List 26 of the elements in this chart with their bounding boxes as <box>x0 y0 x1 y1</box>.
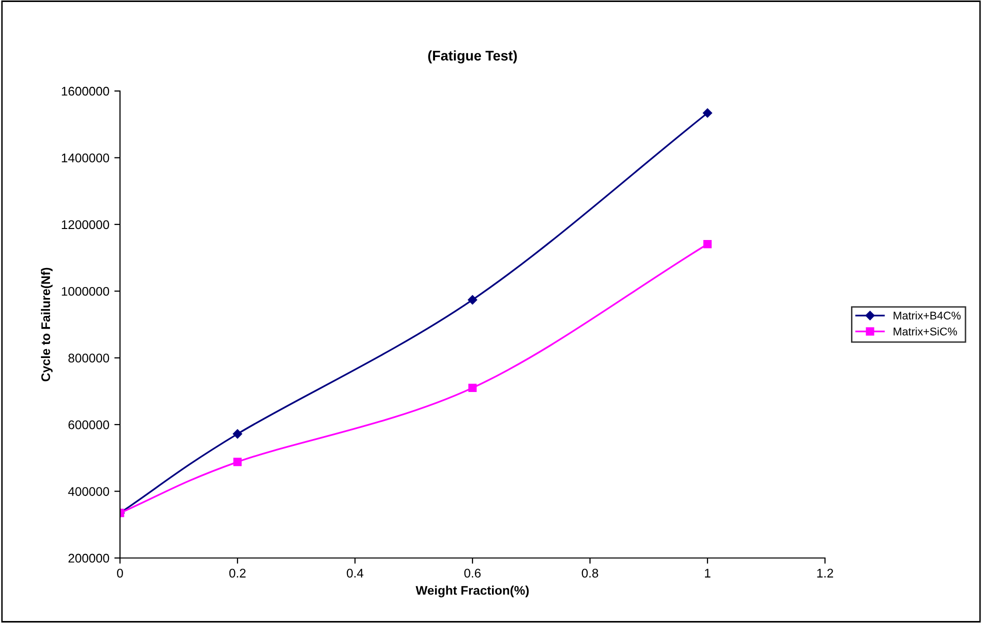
x-tick-label: 1.2 <box>817 568 834 578</box>
point <box>468 295 478 304</box>
y-tick-label: 1600000 <box>62 86 110 96</box>
y-axis-title: Cycle to Failure(Nf) <box>40 268 53 382</box>
x-tick-label: 1 <box>704 568 710 578</box>
legend-label: Matrix+B4C% <box>894 311 961 320</box>
y-tick-label: 1200000 <box>62 220 110 230</box>
x-tick-label: 0 <box>117 568 123 578</box>
point <box>232 429 242 439</box>
y-tick-label: 800000 <box>68 354 110 363</box>
y-tick-label: 400000 <box>68 487 110 496</box>
y-tick-label: 600000 <box>68 420 110 430</box>
y-tick-label: 1000000 <box>62 286 110 296</box>
x-tick-label: 0.4 <box>346 568 364 578</box>
point <box>703 240 712 248</box>
chart-title: (Fatigue Test) <box>428 50 517 64</box>
x-tick-label: 0.8 <box>582 568 598 578</box>
y-tick-label: 1400000 <box>62 154 110 162</box>
x-tick-label: 0.6 <box>464 568 481 578</box>
point <box>702 108 712 118</box>
legend-label: Matrix+SiC% <box>894 327 957 336</box>
x-axis-title: Weight Fraction(%) <box>416 586 529 598</box>
y-tick-label: 200000 <box>68 554 110 563</box>
point <box>468 384 477 392</box>
point <box>233 458 242 466</box>
x-tick-label: 0.2 <box>229 568 246 578</box>
